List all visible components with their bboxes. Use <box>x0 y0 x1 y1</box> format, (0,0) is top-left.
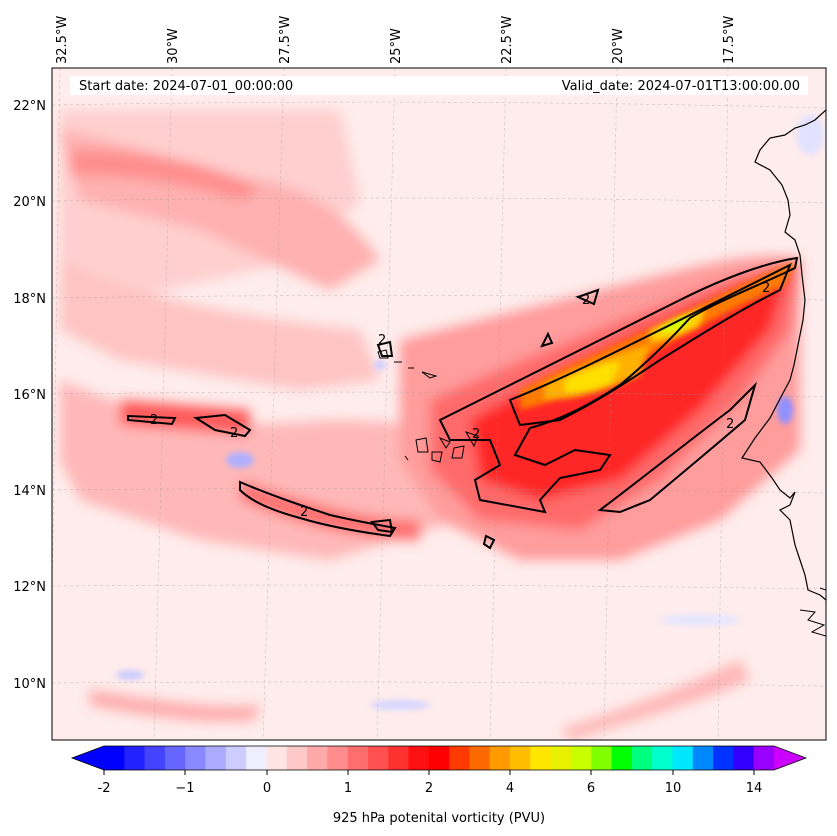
contour-west-1 <box>127 414 177 426</box>
colorbar-cell <box>570 746 592 770</box>
contour-island-5 <box>482 534 496 550</box>
colorbar-tick-labels: -2 −1 0 1 2 4 6 10 14 <box>98 781 763 796</box>
contour-island-3 <box>575 288 600 306</box>
colorbar-over-arrow <box>774 746 806 770</box>
contour-label: 2 <box>150 413 158 428</box>
cbar-tick-label: 6 <box>587 781 595 796</box>
colorbar-cell <box>307 746 328 770</box>
cbar-tick-label: 0 <box>263 781 271 796</box>
lat-label: 12°N <box>13 580 46 595</box>
contour-label: 2 <box>230 426 238 441</box>
colorbar-cell <box>185 746 207 770</box>
colorbar-cell <box>286 746 308 770</box>
colorbar-cell <box>408 746 430 770</box>
cbar-tick-label: 1 <box>344 781 352 796</box>
contour-island-4 <box>370 518 394 534</box>
colorbar-cell <box>733 746 755 770</box>
contour-inner-core <box>508 262 792 427</box>
colorbar-cell <box>449 746 471 770</box>
colorbar-cell <box>489 746 511 770</box>
contour-label: 2 <box>378 333 386 348</box>
colorbar: -2 −1 0 1 2 4 6 10 14 925 hPa potenital … <box>70 745 808 826</box>
cbar-tick-label: 4 <box>506 781 514 796</box>
colorbar-cell <box>266 746 288 770</box>
contour-west-2 <box>193 413 252 438</box>
cbar-tick-label: −1 <box>175 781 194 796</box>
contour-south-band <box>597 381 758 514</box>
colorbar-cell <box>428 746 450 770</box>
pv-field-shading <box>60 110 800 740</box>
cbar-tick-label: -2 <box>98 781 111 796</box>
contour-main-band <box>438 256 799 514</box>
map-panel: 2 2 2 2 2 2 2 2 <box>52 68 826 740</box>
colorbar-under-arrow <box>72 746 104 770</box>
valid-date-label: Valid_date: 2024-07-01T13:00:00.00 <box>562 79 800 94</box>
lat-label: 22°N <box>13 99 46 114</box>
colorbar-cell <box>591 746 613 770</box>
lat-label: 10°N <box>13 677 46 692</box>
contour-labels: 2 2 2 2 2 2 2 2 <box>150 281 770 520</box>
colorbar-cell <box>164 746 186 770</box>
colorbar-cell <box>672 746 694 770</box>
contour-label: 2 <box>300 505 308 520</box>
colorbar-title: 925 hPa potenital vorticity (PVU) <box>333 811 545 826</box>
lon-label: 27.5°W <box>278 16 293 64</box>
contour-island-1 <box>376 340 394 357</box>
map-frame <box>51 67 827 741</box>
africa-coast-detail <box>799 587 826 637</box>
pv-contours <box>127 256 799 550</box>
colorbar-ticks <box>103 770 755 775</box>
start-date-label: Start date: 2024-07-01_00:00:00 <box>79 79 293 94</box>
colorbar-cell <box>611 746 633 770</box>
lon-label: 32.5°W <box>55 16 70 64</box>
colorbar-cell <box>510 746 531 770</box>
cbar-tick-label: 14 <box>746 781 763 796</box>
colorbar-cell <box>246 746 268 770</box>
colorbar-cell <box>327 746 349 770</box>
longitude-labels: 32.5°W 30°W 27.5°W 25°W 22.5°W 20°W 17.5… <box>55 16 737 64</box>
colorbar-cell <box>367 746 389 770</box>
island-outlines <box>377 349 479 463</box>
contour-label: 2 <box>762 281 770 296</box>
colorbar-cell <box>469 746 491 770</box>
lon-label: 20°W <box>611 28 626 64</box>
lat-label: 18°N <box>13 292 46 307</box>
cbar-tick-label: 10 <box>665 781 682 796</box>
lon-label: 30°W <box>166 28 181 64</box>
colorbar-cell <box>388 746 410 770</box>
lon-label: 25°W <box>389 28 404 64</box>
lon-label: 17.5°W <box>722 16 737 64</box>
colorbar-cells <box>104 746 775 770</box>
contour-west-3 <box>239 480 397 538</box>
colorbar-cell <box>124 746 146 770</box>
latitude-labels: 22°N 20°N 18°N 16°N 14°N 12°N 10°N <box>13 99 46 692</box>
colorbar-cell <box>205 746 227 770</box>
colorbar-cell <box>550 746 572 770</box>
colorbar-cell <box>144 746 166 770</box>
lat-label: 20°N <box>13 195 46 210</box>
colorbar-cell <box>692 746 714 770</box>
lat-label: 16°N <box>13 388 46 403</box>
colorbar-cell <box>104 746 125 770</box>
lon-label: 22.5°W <box>500 16 515 64</box>
colorbar-cell <box>631 746 653 770</box>
africa-coastline <box>741 109 826 601</box>
contour-label: 2 <box>726 417 734 432</box>
gridlines <box>52 68 826 740</box>
colorbar-cell <box>753 746 775 770</box>
colorbar-cell <box>347 746 369 770</box>
contour-label: 2 <box>582 293 590 308</box>
cbar-tick-label: 2 <box>425 781 433 796</box>
colorbar-cell <box>530 746 552 770</box>
contour-island-2 <box>540 331 554 348</box>
contour-label: 2 <box>472 427 480 442</box>
colorbar-cell <box>225 746 247 770</box>
colorbar-cell <box>652 746 674 770</box>
header-bar <box>70 76 808 95</box>
lat-label: 14°N <box>13 484 46 499</box>
colorbar-cell <box>713 746 734 770</box>
